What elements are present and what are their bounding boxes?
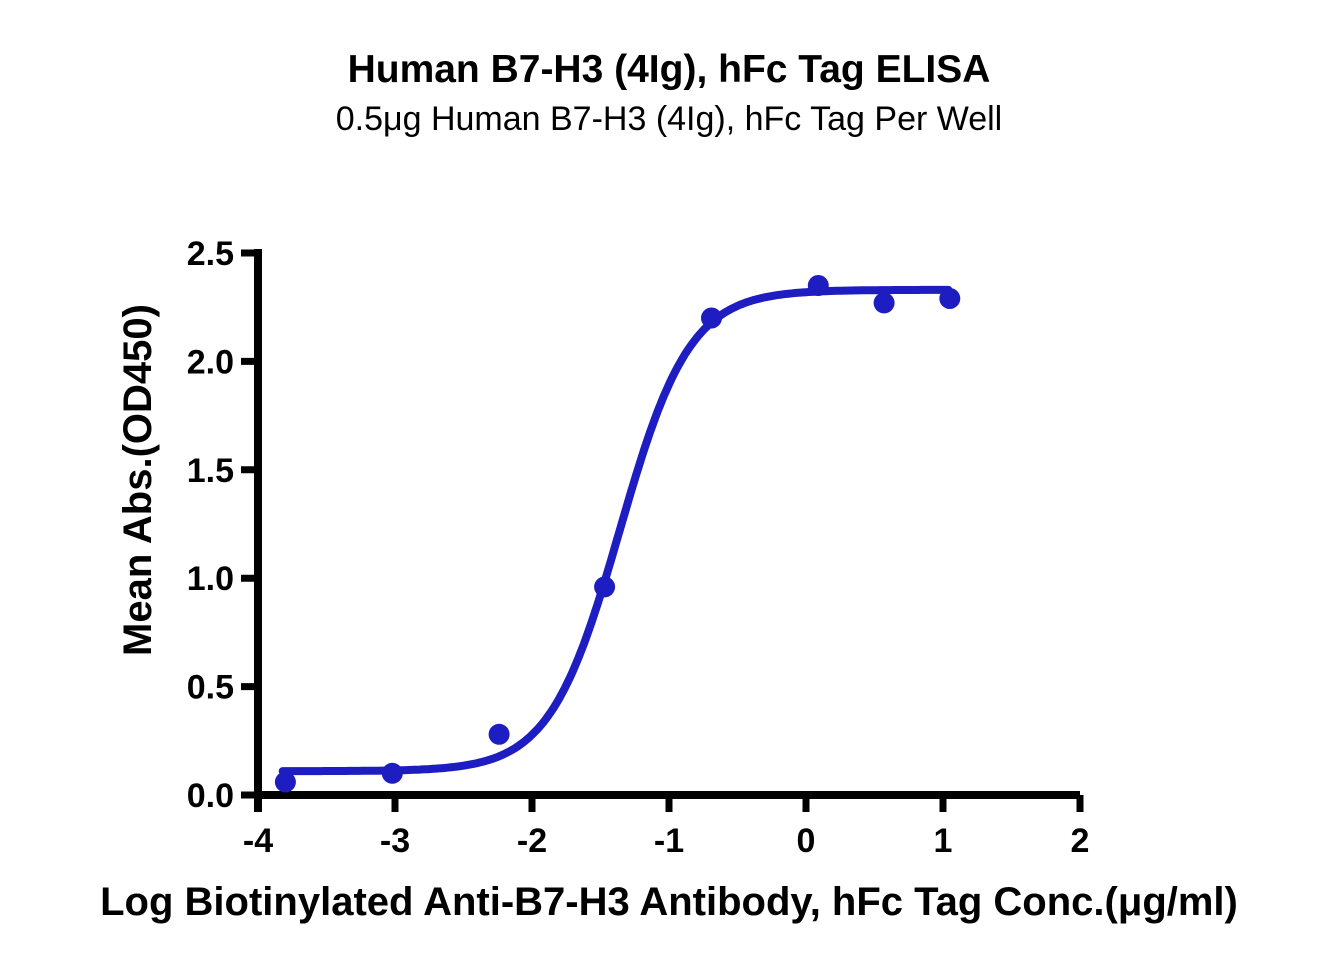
x-axis-title: Log Biotinylated Anti-B7-H3 Antibody, hF… xyxy=(100,880,1238,924)
x-tick-label: 2 xyxy=(1071,822,1090,860)
y-tick-label: 0.5 xyxy=(187,669,234,707)
data-point xyxy=(594,576,616,598)
data-point xyxy=(807,275,829,296)
y-tick-label: 1.5 xyxy=(187,452,234,490)
fit-curve xyxy=(278,285,953,776)
y-tick-label: 0.0 xyxy=(187,777,234,815)
y-tick-label: 1.0 xyxy=(187,560,234,598)
x-tick-label: -1 xyxy=(654,822,684,860)
data-point xyxy=(873,292,895,314)
chart-title: Human B7-H3 (4Ig), hFc Tag ELISA xyxy=(347,48,991,91)
x-tick-label: -4 xyxy=(243,822,273,860)
y-tick-label: 2.5 xyxy=(187,235,234,273)
data-point xyxy=(701,307,722,329)
y-tick-label: 2.0 xyxy=(187,343,234,381)
chart-subtitle: 0.5μg Human B7-H3 (4Ig), hFc Tag Per Wel… xyxy=(335,100,1003,138)
data-point xyxy=(488,723,510,745)
x-tick-label: -2 xyxy=(517,822,547,860)
x-tick-label: 1 xyxy=(934,822,953,860)
x-tick-label: -3 xyxy=(380,822,410,860)
x-tick-label: 0 xyxy=(797,822,816,860)
data-point xyxy=(274,771,296,793)
data-point xyxy=(939,288,961,309)
data-point xyxy=(381,762,403,784)
